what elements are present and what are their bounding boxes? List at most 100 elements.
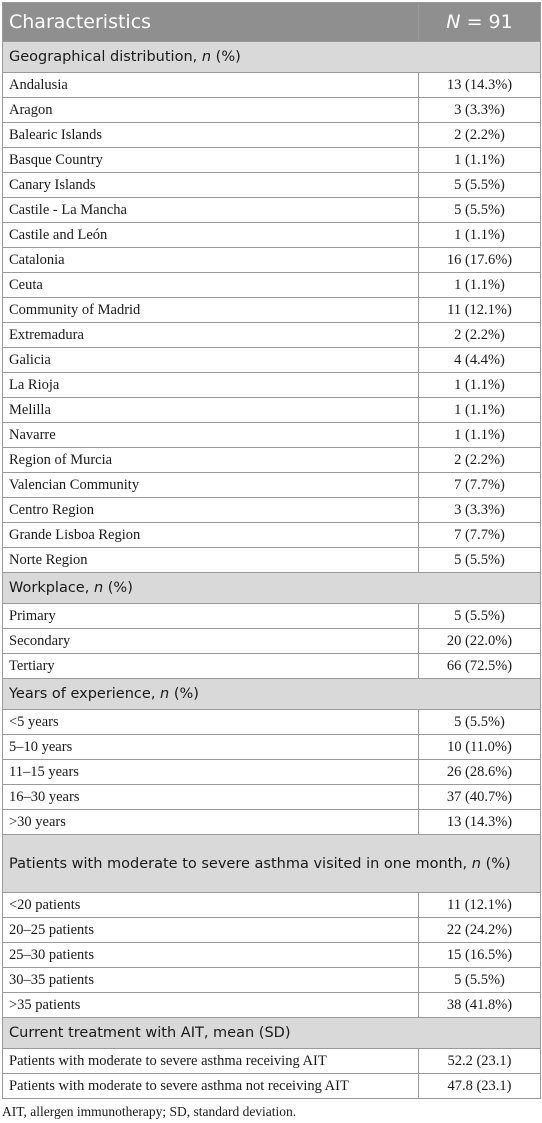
section-title-text: Workplace,: [9, 580, 94, 596]
section-title: Current treatment with AIT, mean (SD): [2, 1017, 541, 1049]
row-label: Norte Region: [2, 547, 419, 573]
row-value: 11 (12.1%): [418, 297, 541, 323]
table-row: >35 patients 38 (41.8%): [2, 992, 541, 1018]
section-title-text: Current treatment with AIT, mean (SD): [9, 1025, 291, 1041]
table-row: Navarre 1 (1.1%): [2, 422, 541, 448]
row-value: 38 (41.8%): [418, 992, 541, 1018]
section-header-row: Years of experience, n (%): [2, 678, 541, 710]
table-header-row: Characteristics N = 91: [2, 2, 541, 42]
row-label: Primary: [2, 603, 419, 629]
section-title-text: Patients with moderate to severe asthma …: [9, 856, 472, 872]
row-label: 5–10 years: [2, 734, 419, 760]
table-body: Geographical distribution, n (%) Andalusi…: [2, 41, 541, 1099]
table-row: Patients with moderate to severe asthma …: [2, 1048, 541, 1074]
table-row: >30 years 13 (14.3%): [2, 809, 541, 835]
table-row: Canary Islands 5 (5.5%): [2, 172, 541, 198]
row-value: 1 (1.1%): [418, 397, 541, 423]
row-value: 66 (72.5%): [418, 653, 541, 679]
row-label: Galicia: [2, 347, 419, 373]
row-label: Region of Murcia: [2, 447, 419, 473]
row-value: 16 (17.6%): [418, 247, 541, 273]
section-title: Years of experience, n (%): [2, 678, 541, 710]
row-label: >30 years: [2, 809, 419, 835]
row-value: 7 (7.7%): [418, 522, 541, 548]
header-n-value: = 91: [466, 11, 513, 33]
row-label: Tertiary: [2, 653, 419, 679]
row-label: Catalonia: [2, 247, 419, 273]
section-title-suffix: (%): [169, 686, 199, 702]
table-row: Castile and León 1 (1.1%): [2, 222, 541, 248]
section-title: Workplace, n (%): [2, 572, 541, 604]
row-label: <5 years: [2, 709, 419, 735]
row-value: 5 (5.5%): [418, 172, 541, 198]
row-value: 3 (3.3%): [418, 97, 541, 123]
row-value: 2 (2.2%): [418, 322, 541, 348]
row-label: 16–30 years: [2, 784, 419, 810]
table-row: 25–30 patients 15 (16.5%): [2, 942, 541, 968]
row-label: Basque Country: [2, 147, 419, 173]
row-value: 22 (24.2%): [418, 917, 541, 943]
table-row: 20–25 patients 22 (24.2%): [2, 917, 541, 943]
section-title-italic: n: [160, 686, 170, 702]
row-value: 15 (16.5%): [418, 942, 541, 968]
table-row: Melilla 1 (1.1%): [2, 397, 541, 423]
row-label: 11–15 years: [2, 759, 419, 785]
table-row: Basque Country 1 (1.1%): [2, 147, 541, 173]
table-row: <5 years 5 (5.5%): [2, 709, 541, 735]
table-row: Tertiary 66 (72.5%): [2, 653, 541, 679]
row-label: <20 patients: [2, 892, 419, 918]
section-title-text: Geographical distribution,: [9, 49, 202, 65]
table-row: Castile - La Mancha 5 (5.5%): [2, 197, 541, 223]
row-value: 47.8 (23.1): [418, 1073, 541, 1099]
row-label: Patients with moderate to severe asthma …: [2, 1048, 419, 1074]
row-label: Ceuta: [2, 272, 419, 298]
table-row: 16–30 years 37 (40.7%): [2, 784, 541, 810]
table-row: Andalusia 13 (14.3%): [2, 72, 541, 98]
row-label: Castile and León: [2, 222, 419, 248]
table-row: Galicia 4 (4.4%): [2, 347, 541, 373]
table-row: Patients with moderate to severe asthma …: [2, 1073, 541, 1099]
row-value: 11 (12.1%): [418, 892, 541, 918]
section-title-italic: n: [471, 856, 481, 872]
row-label: Balearic Islands: [2, 122, 419, 148]
table-row: La Rioja 1 (1.1%): [2, 372, 541, 398]
row-label: Patients with moderate to severe asthma …: [2, 1073, 419, 1099]
section-title-suffix: (%): [480, 856, 511, 872]
row-value: 1 (1.1%): [418, 147, 541, 173]
row-label: Andalusia: [2, 72, 419, 98]
row-label: Canary Islands: [2, 172, 419, 198]
table-row: Primary 5 (5.5%): [2, 603, 541, 629]
row-label: Castile - La Mancha: [2, 197, 419, 223]
header-n-label: N: [446, 11, 461, 33]
section-header-row: Workplace, n (%): [2, 572, 541, 604]
row-label: Community of Madrid: [2, 297, 419, 323]
row-value: 1 (1.1%): [418, 272, 541, 298]
table-row: Extremadura 2 (2.2%): [2, 322, 541, 348]
row-value: 3 (3.3%): [418, 497, 541, 523]
row-value: 2 (2.2%): [418, 122, 541, 148]
section-title: Patients with moderate to severe asthma …: [2, 834, 541, 893]
section-title-italic: n: [93, 580, 104, 596]
row-value: 13 (14.3%): [418, 809, 541, 835]
row-value: 1 (1.1%): [418, 222, 541, 248]
section-title-italic: n: [201, 49, 212, 65]
row-label: Melilla: [2, 397, 419, 423]
row-label: Navarre: [2, 422, 419, 448]
row-value: 2 (2.2%): [418, 447, 541, 473]
row-label: >35 patients: [2, 992, 419, 1018]
table-row: Secondary 20 (22.0%): [2, 628, 541, 654]
table-row: 5–10 years 10 (11.0%): [2, 734, 541, 760]
row-value: 37 (40.7%): [418, 784, 541, 810]
section-header-row: Current treatment with AIT, mean (SD): [2, 1017, 541, 1049]
row-label: La Rioja: [2, 372, 419, 398]
table-row: 30–35 patients 5 (5.5%): [2, 967, 541, 993]
row-value: 7 (7.7%): [418, 472, 541, 498]
table-row: Valencian Community 7 (7.7%): [2, 472, 541, 498]
table-row: Centro Region 3 (3.3%): [2, 497, 541, 523]
row-value: 5 (5.5%): [418, 197, 541, 223]
section-title: Geographical distribution, n (%): [2, 41, 541, 73]
row-label: Grande Lisboa Region: [2, 522, 419, 548]
row-label: 30–35 patients: [2, 967, 419, 993]
row-label: 25–30 patients: [2, 942, 419, 968]
header-characteristics: Characteristics: [2, 2, 419, 42]
